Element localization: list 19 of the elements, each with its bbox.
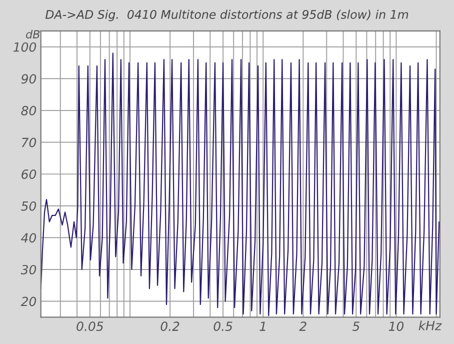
y-tick-label: 90 bbox=[21, 74, 36, 84]
y-tick-label: 40 bbox=[21, 233, 36, 243]
y-axis-title: dB bbox=[26, 30, 40, 38]
x-tick-label: 1 bbox=[260, 322, 266, 331]
x-axis-title: kHz bbox=[418, 320, 442, 330]
x-tick-label: 2 bbox=[299, 322, 306, 331]
y-tick-label: 50 bbox=[21, 201, 36, 211]
x-tick-label: 5 bbox=[352, 322, 360, 332]
y-tick-label: 70 bbox=[22, 138, 36, 148]
x-tick-label: 0.05 bbox=[76, 322, 104, 332]
x-tick-label: 10 bbox=[388, 322, 404, 332]
y-tick-label: 60 bbox=[22, 170, 36, 179]
chart-title: DA->AD Sig. 0410 Multitone distortions at 95dB (slow) in 1m bbox=[45, 10, 408, 22]
x-tick-label: 0.5 bbox=[214, 322, 232, 332]
y-tick-label: 100 bbox=[13, 42, 36, 52]
y-tick-label: 30 bbox=[20, 264, 36, 274]
y-tick-label: 80 bbox=[21, 106, 36, 116]
x-tick-label: 0.2 bbox=[160, 322, 180, 332]
y-tick-label: 20 bbox=[20, 296, 36, 306]
